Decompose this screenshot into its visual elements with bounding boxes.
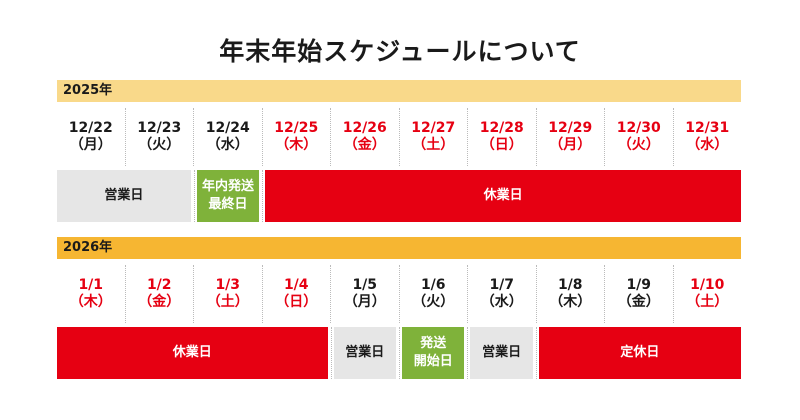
status-block-gray: 営業日 bbox=[470, 327, 533, 379]
day-cell: 1/6 （火） bbox=[398, 265, 468, 323]
day-cell: 12/30 （火） bbox=[604, 108, 673, 166]
column-divider bbox=[535, 327, 537, 379]
status-block-red: 休業日 bbox=[57, 327, 328, 379]
day-date: 1/7 bbox=[489, 277, 515, 293]
day-date: 1/4 bbox=[283, 277, 309, 293]
day-cell: 12/26 （金） bbox=[330, 108, 399, 166]
day-cell: 1/3 （土） bbox=[193, 265, 262, 323]
day-of-week: （火） bbox=[617, 137, 660, 153]
day-date: 1/1 bbox=[78, 277, 104, 293]
column-divider bbox=[262, 170, 264, 222]
day-date: 1/8 bbox=[557, 277, 583, 293]
day-of-week: （日） bbox=[480, 137, 523, 153]
status-block-green: 発送 開始日 bbox=[402, 327, 465, 379]
day-of-week: （木） bbox=[549, 294, 592, 310]
day-cell: 12/24 （水） bbox=[193, 108, 262, 166]
status-block-red: 休業日 bbox=[265, 170, 741, 222]
day-date: 1/10 bbox=[690, 277, 725, 293]
day-of-week: （金） bbox=[617, 294, 660, 310]
status-row: 休業日 営業日 発送 開始日 営業日 定休日 bbox=[57, 327, 741, 379]
day-date: 12/29 bbox=[548, 120, 593, 136]
day-cell: 1/9 （金） bbox=[604, 265, 673, 323]
day-date: 12/30 bbox=[616, 120, 661, 136]
day-cell: 1/1 （木） bbox=[57, 265, 125, 323]
day-header-row: 12/22 （月） 12/23 （火） 12/24 （水） 12/25 （木） 12/26 （金）… bbox=[57, 108, 741, 166]
day-date: 12/31 bbox=[685, 120, 730, 136]
page-title: 年末年始スケジュールについて bbox=[219, 37, 581, 66]
day-cell: 1/7 （水） bbox=[467, 265, 536, 323]
day-cell: 12/31 （水） bbox=[672, 108, 742, 166]
day-cell: 12/25 （木） bbox=[261, 108, 331, 166]
day-date: 12/24 bbox=[205, 120, 250, 136]
day-date: 1/5 bbox=[352, 277, 378, 293]
day-of-week: （土） bbox=[206, 294, 249, 310]
day-of-week: （月） bbox=[549, 137, 592, 153]
status-block-gray: 営業日 bbox=[57, 170, 191, 222]
column-divider bbox=[330, 327, 332, 379]
day-of-week: （月） bbox=[343, 294, 386, 310]
day-of-week: （土） bbox=[686, 294, 729, 310]
day-of-week: （土） bbox=[412, 137, 455, 153]
day-date: 1/6 bbox=[420, 277, 446, 293]
day-cell: 12/23 （火） bbox=[124, 108, 194, 166]
column-divider bbox=[467, 327, 469, 379]
day-cell: 12/29 （月） bbox=[535, 108, 605, 166]
status-block-gray: 営業日 bbox=[333, 327, 396, 379]
status-block-green: 年内発送 最終日 bbox=[196, 170, 260, 222]
day-cell: 1/8 （木） bbox=[535, 265, 605, 323]
day-date: 1/9 bbox=[626, 277, 652, 293]
day-of-week: （水） bbox=[686, 137, 729, 153]
day-of-week: （日） bbox=[275, 294, 318, 310]
day-date: 12/23 bbox=[137, 120, 182, 136]
year-bar-2025: 2025年 bbox=[57, 80, 741, 102]
status-row: 営業日 年内発送 最終日 休業日 bbox=[57, 170, 741, 222]
status-block-red: 定休日 bbox=[538, 327, 741, 379]
day-cell: 12/27 （土） bbox=[398, 108, 468, 166]
column-divider bbox=[193, 170, 195, 222]
day-date: 12/26 bbox=[342, 120, 387, 136]
day-cell: 1/5 （月） bbox=[330, 265, 399, 323]
day-of-week: （木） bbox=[69, 294, 112, 310]
day-of-week: （火） bbox=[138, 137, 181, 153]
day-cell: 1/4 （日） bbox=[261, 265, 331, 323]
day-cell: 12/28 （日） bbox=[467, 108, 536, 166]
day-of-week: （金） bbox=[138, 294, 181, 310]
day-of-week: （金） bbox=[343, 137, 386, 153]
day-of-week: （水） bbox=[480, 294, 523, 310]
day-of-week: （月） bbox=[69, 137, 112, 153]
day-of-week: （木） bbox=[275, 137, 318, 153]
day-date: 12/27 bbox=[411, 120, 456, 136]
day-date: 12/22 bbox=[68, 120, 113, 136]
column-divider bbox=[399, 327, 400, 379]
schedule-2026: 2026年 1/1 （木） 1/2 （金） 1/3 （土） 1/4 （日） 1/5 （月） 1/6 （… bbox=[57, 237, 741, 379]
day-of-week: （火） bbox=[412, 294, 455, 310]
day-cell: 12/22 （月） bbox=[57, 108, 125, 166]
day-date: 1/3 bbox=[215, 277, 241, 293]
year-bar-2026: 2026年 bbox=[57, 237, 741, 259]
day-header-row: 1/1 （木） 1/2 （金） 1/3 （土） 1/4 （日） 1/5 （月） 1/6 （火） 1/7 （… bbox=[57, 265, 741, 323]
day-cell: 1/10 （土） bbox=[672, 265, 742, 323]
day-of-week: （水） bbox=[206, 137, 249, 153]
day-date: 12/28 bbox=[479, 120, 524, 136]
day-date: 12/25 bbox=[274, 120, 319, 136]
day-date: 1/2 bbox=[146, 277, 172, 293]
schedule-2025: 2025年 12/22 （月） 12/23 （火） 12/24 （水） 12/25 （木） 12… bbox=[57, 80, 741, 222]
day-cell: 1/2 （金） bbox=[124, 265, 194, 323]
